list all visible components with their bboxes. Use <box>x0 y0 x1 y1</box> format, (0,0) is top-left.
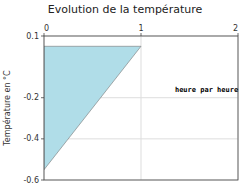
y-axis-label: Température en °C <box>2 70 12 147</box>
tick-label: -0.4 <box>23 134 39 143</box>
tick-label: 0 <box>44 24 49 33</box>
tick-mark <box>41 180 44 181</box>
data-group <box>44 46 141 169</box>
tick-mark <box>44 33 45 36</box>
tick-mark <box>238 33 239 36</box>
chart: 0 1 2 -0.6 -0.4 -0.2 0.1 Température en °C Evolu… <box>0 0 250 188</box>
tick-mark <box>141 33 142 36</box>
tick-label: 0.1 <box>26 32 39 41</box>
annotation: heure par heure <box>175 86 238 94</box>
tick-label: 1 <box>138 24 143 33</box>
tick-label: -0.6 <box>23 176 39 185</box>
tick-mark <box>41 138 44 139</box>
plot-area <box>44 36 238 180</box>
plot-frame <box>44 36 238 180</box>
tick-label: 2 <box>233 24 238 33</box>
tick-label: -0.2 <box>23 93 39 102</box>
grid-line <box>44 138 238 139</box>
grid <box>44 36 238 180</box>
title: Evolution de la température <box>48 3 203 16</box>
area <box>44 46 141 169</box>
grid-line <box>141 36 142 180</box>
tick-mark <box>41 36 44 37</box>
tick-mark <box>41 97 44 98</box>
